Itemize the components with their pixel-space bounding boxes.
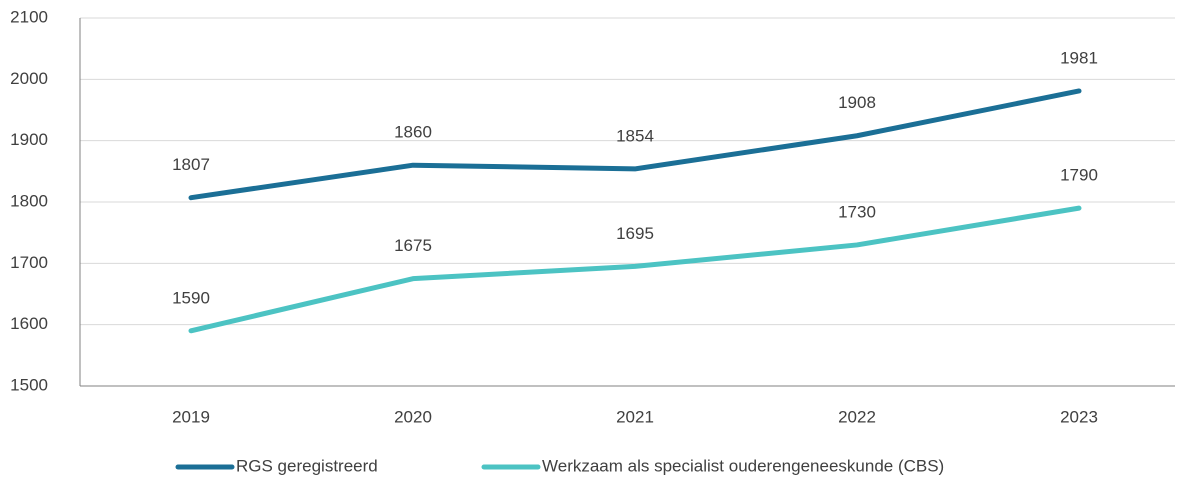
data-label: 1675 [394,236,432,255]
data-label: 1590 [172,288,210,307]
data-label: 1908 [838,93,876,112]
data-label: 1981 [1060,48,1098,67]
x-tick-label: 2022 [838,407,876,426]
x-tick-label: 2023 [1060,407,1098,426]
x-tick-label: 2019 [172,407,210,426]
x-tick-label: 2020 [394,407,432,426]
series-line [188,205,1082,334]
y-tick-label: 1500 [10,375,48,394]
data-label: 1854 [616,126,654,145]
data-label: 1695 [616,224,654,243]
data-label: 1807 [172,155,210,174]
y-tick-label: 1700 [10,253,48,272]
legend-label: Werkzaam als specialist ouderengeneeskun… [542,456,944,475]
series-line [188,88,1082,201]
x-tick-label: 2021 [616,407,654,426]
y-tick-label: 2100 [10,7,48,26]
y-tick-label: 1800 [10,191,48,210]
data-label: 1860 [394,123,432,142]
y-tick-label: 1900 [10,130,48,149]
y-tick-label: 2000 [10,69,48,88]
legend-label: RGS geregistreerd [236,456,378,475]
data-label: 1790 [1060,166,1098,185]
y-tick-label: 1600 [10,314,48,333]
data-label: 1730 [838,202,876,221]
